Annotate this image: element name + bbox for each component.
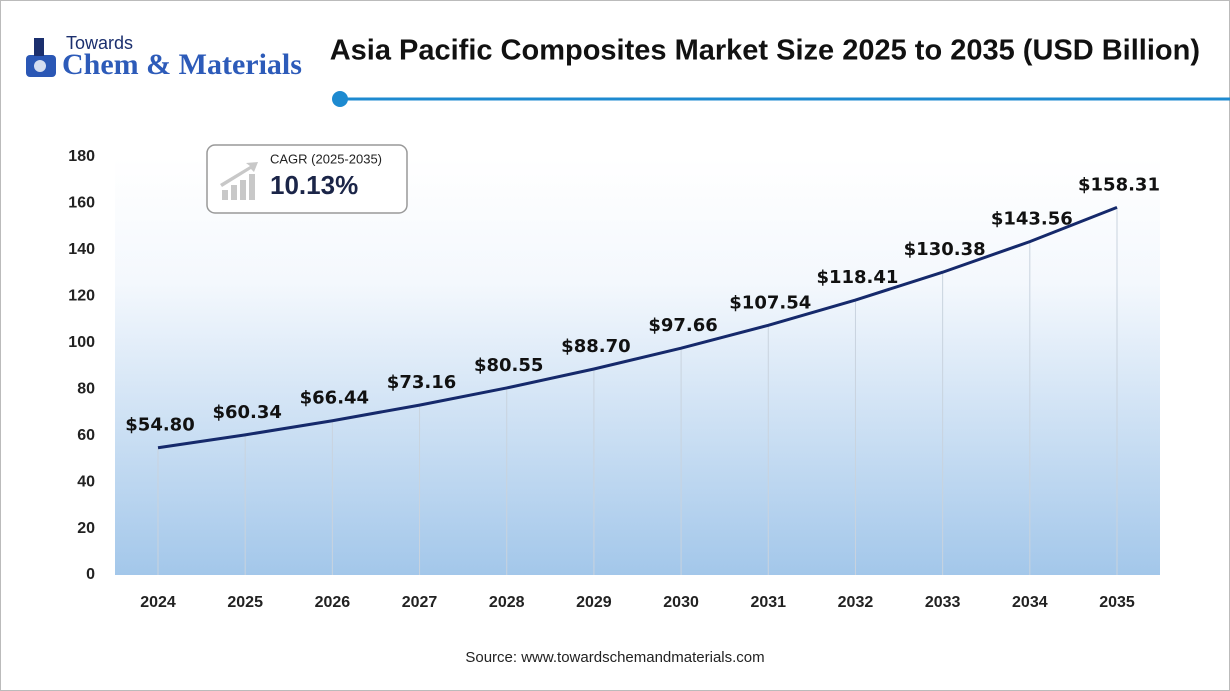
cagr-value: 10.13%: [270, 170, 358, 200]
plot-area: [115, 157, 1160, 575]
source: Source: www.towardschemandmaterials.com: [465, 649, 764, 666]
cagr-label: CAGR (2025-2035): [270, 151, 382, 166]
x-tick-label: 2035: [1099, 594, 1135, 611]
x-tick-label: 2032: [838, 594, 874, 611]
value-label: $158.31: [1078, 174, 1160, 195]
value-label: $97.66: [648, 315, 717, 336]
y-tick-label: 180: [68, 148, 95, 165]
y-tick-label: 100: [68, 334, 95, 351]
logo-name: Chem & Materials: [62, 48, 302, 81]
value-label: $73.16: [387, 372, 456, 393]
x-tick-label: 2024: [140, 594, 176, 611]
header-dot: [332, 91, 348, 107]
x-tick-label: 2027: [402, 594, 438, 611]
cagr-box: [206, 144, 408, 214]
x-tick-label: 2029: [576, 594, 612, 611]
value-label: $54.80: [125, 415, 194, 436]
value-label: $88.70: [561, 336, 630, 357]
value-label: $118.41: [816, 267, 898, 288]
y-tick-label: 80: [77, 380, 95, 397]
y-tick-label: 160: [68, 195, 95, 212]
x-tick-label: 2025: [227, 594, 263, 611]
value-label: $107.54: [729, 292, 811, 313]
value-label: $143.56: [991, 209, 1073, 230]
x-tick-label: 2028: [489, 594, 525, 611]
logo: [26, 38, 56, 77]
value-label: $66.44: [300, 388, 369, 409]
x-tick-label: 2026: [315, 594, 351, 611]
x-tick-label: 2034: [1012, 594, 1048, 611]
logo-top: Towards: [66, 33, 133, 53]
y-tick-label: 140: [68, 241, 95, 258]
value-label: $130.38: [904, 239, 986, 260]
y-tick-label: 40: [77, 473, 95, 490]
cagr-icon: [220, 162, 258, 200]
y-tick-label: 60: [77, 427, 95, 444]
x-tick-label: 2031: [750, 594, 786, 611]
value-label: $60.34: [212, 402, 281, 423]
y-tick-label: 0: [86, 566, 95, 583]
x-tick-label: 2030: [663, 594, 699, 611]
y-tick-label: 20: [77, 520, 95, 537]
chart-title: Asia Pacific Composites Market Size 2025…: [330, 35, 1200, 67]
line: [157, 205, 1118, 450]
value-label: $80.55: [474, 355, 543, 376]
y-tick-label: 120: [68, 288, 95, 305]
x-tick-label: 2033: [925, 594, 961, 611]
